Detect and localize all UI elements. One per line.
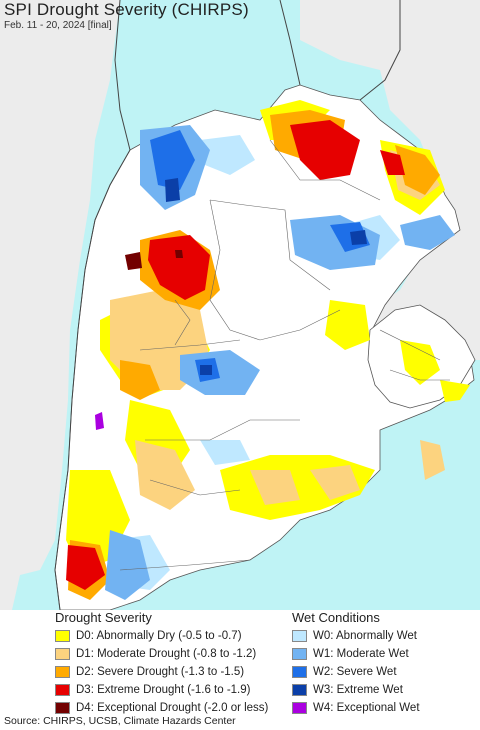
map-title: SPI Drought Severity (CHIRPS) — [4, 0, 249, 19]
legend-swatch-d0 — [55, 630, 70, 642]
land-outside-chile — [0, 0, 120, 610]
legend-swatch-d1 — [55, 648, 70, 660]
legend-item-d1: D1: Moderate Drought (-0.8 to -1.2) — [55, 645, 268, 663]
legend-label-w2: W2: Severe Wet — [313, 666, 397, 678]
legend-label-w3: W3: Extreme Wet — [313, 684, 403, 696]
drought-map — [0, 0, 480, 610]
source-credit: Source: CHIRPS, UCSB, Climate Hazards Ce… — [4, 715, 236, 727]
legend-item-w0: W0: Abnormally Wet — [292, 627, 420, 645]
legend-swatch-w0 — [292, 630, 307, 642]
condition-patches — [66, 100, 470, 600]
legend-label-d1: D1: Moderate Drought (-0.8 to -1.2) — [76, 648, 257, 660]
map-subtitle: Feb. 11 - 20, 2024 [final] — [4, 20, 112, 31]
country-borders — [54, 0, 401, 610]
legend-label-d4: D4: Exceptional Drought (-2.0 or less) — [76, 702, 269, 714]
legend-label-w1: W1: Moderate Wet — [313, 648, 409, 660]
legend-drought: Drought Severity D0: Abnormally Dry (-0.… — [55, 610, 268, 717]
legend-item-w3: W3: Extreme Wet — [292, 681, 420, 699]
legend-item-d0: D0: Abnormally Dry (-0.5 to -0.7) — [55, 627, 268, 645]
legend-swatch-w3 — [292, 684, 307, 696]
legend-label-d2: D2: Severe Drought (-1.3 to -1.5) — [76, 666, 245, 678]
legend-item-d2: D2: Severe Drought (-1.3 to -1.5) — [55, 663, 268, 681]
legend-swatch-w1 — [292, 648, 307, 660]
legend-item-w2: W2: Severe Wet — [292, 663, 420, 681]
legend-swatch-w4 — [292, 702, 307, 714]
province-borders — [119, 139, 450, 571]
legend-item-w1: W1: Moderate Wet — [292, 645, 420, 663]
legend-drought-heading: Drought Severity — [55, 610, 152, 625]
legend-item-w4: W4: Exceptional Wet — [292, 699, 420, 717]
legend-swatch-d3 — [55, 684, 70, 696]
legend-label-d3: D3: Extreme Drought (-1.6 to -1.9) — [76, 684, 251, 696]
legend-label-w4: W4: Exceptional Wet — [313, 702, 420, 714]
legend-swatch-w2 — [292, 666, 307, 678]
legend-wet-heading: Wet Conditions — [292, 610, 380, 625]
legend-item-d4: D4: Exceptional Drought (-2.0 or less) — [55, 699, 268, 717]
legend-swatch-d2 — [55, 666, 70, 678]
legend-swatch-d4 — [55, 702, 70, 714]
legend-label-d0: D0: Abnormally Dry (-0.5 to -0.7) — [76, 630, 242, 642]
legend-label-w0: W0: Abnormally Wet — [313, 630, 417, 642]
legend-wet: Wet Conditions W0: Abnormally Wet W1: Mo… — [292, 610, 420, 717]
legend-item-d3: D3: Extreme Drought (-1.6 to -1.9) — [55, 681, 268, 699]
